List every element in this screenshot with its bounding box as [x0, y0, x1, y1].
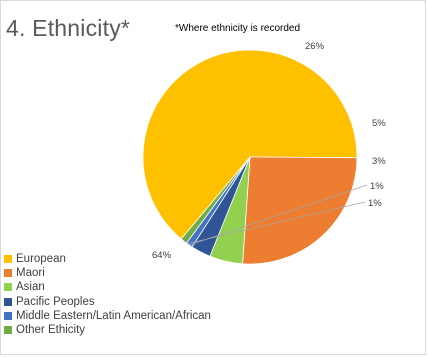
- pie-slice-european: [142, 49, 358, 240]
- data-label: 5%: [372, 118, 386, 129]
- data-label: 1%: [370, 181, 384, 192]
- legend-label: Pacific Peoples: [16, 295, 95, 308]
- data-label: 3%: [372, 156, 386, 167]
- data-label: 64%: [152, 250, 172, 261]
- leader-line: [183, 201, 366, 244]
- legend-item: Pacific Peoples: [4, 295, 211, 309]
- legend-swatch: [4, 326, 12, 335]
- legend-item: Other Ethicity: [4, 323, 211, 337]
- data-label: 1%: [368, 198, 382, 209]
- leader-line: [189, 184, 368, 246]
- chart-title: 4. Ethnicity*: [6, 15, 131, 41]
- legend-item: Middle Eastern/Latin American/African: [4, 309, 211, 323]
- data-label: 26%: [305, 41, 325, 52]
- legend-item: European: [4, 252, 211, 266]
- legend-label: Other Ethicity: [16, 324, 86, 337]
- legend-swatch: [4, 283, 12, 292]
- legend-label: Middle Eastern/Latin American/African: [16, 309, 211, 322]
- legend-label: Maori: [16, 267, 45, 280]
- legend-label: European: [16, 253, 66, 266]
- chart-note: *Where ethnicity is recorded: [175, 23, 301, 34]
- chart-legend: European Maori Asian Pacific Peoples Middle …: [4, 252, 211, 337]
- legend-swatch: [4, 311, 12, 320]
- legend-swatch: [4, 297, 12, 306]
- pie-slice-maori: [242, 156, 358, 265]
- legend-swatch: [4, 269, 12, 278]
- legend-item: Asian: [4, 280, 211, 294]
- legend-item: Maori: [4, 266, 211, 280]
- legend-label: Asian: [16, 281, 45, 294]
- legend-swatch: [4, 255, 12, 264]
